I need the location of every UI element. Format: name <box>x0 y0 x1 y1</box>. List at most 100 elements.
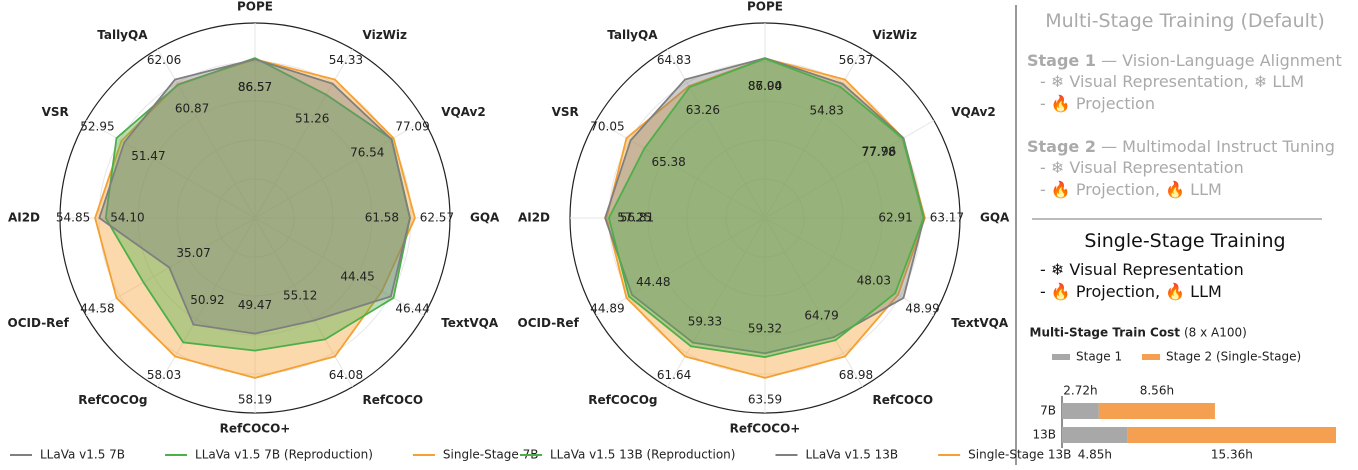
legend-label: LLaVa v1.5 7B <box>40 448 125 462</box>
value-label: 48.99 <box>905 301 939 315</box>
stage-item: - ❄ Visual Representation, ❄ LLM <box>1040 72 1305 91</box>
axis-label: POPE <box>747 0 783 14</box>
stage-name: Stage 2 <box>1027 137 1096 156</box>
axis-label: TextVQA <box>951 316 1009 330</box>
value-label: 54.33 <box>329 53 363 67</box>
bar <box>1127 427 1336 443</box>
axis-label: AI2D <box>518 211 550 225</box>
axis-label: RefCOCO <box>363 393 424 407</box>
radar-spoke <box>85 120 256 219</box>
value-label: 44.48 <box>636 275 670 289</box>
value-label: 70.05 <box>590 120 624 134</box>
value-label: 56.81 <box>620 211 654 225</box>
legend-swatch <box>1052 354 1070 360</box>
radar-spoke <box>764 217 935 316</box>
axis-label: VQAv2 <box>951 105 996 119</box>
radar-area <box>98 58 411 335</box>
value-label: 15.36h <box>1211 448 1253 462</box>
value-label: 51.26 <box>295 111 329 125</box>
chart-subtitle: (8 x A100) <box>1184 326 1247 340</box>
radar-spoke <box>85 217 256 316</box>
stage-desc: — Vision-Language Alignment <box>1101 51 1342 70</box>
radar-spoke <box>764 48 863 219</box>
value-label: 62.06 <box>147 53 181 67</box>
single-item: - 🔥 Projection, 🔥 LLM <box>1040 282 1222 301</box>
value-label: 86.94 <box>748 79 782 93</box>
axis-label: RefCOCO <box>873 393 934 407</box>
value-label: 76.54 <box>350 146 384 160</box>
value-label: 87.00 <box>748 79 782 93</box>
axis-label: POPE <box>237 0 273 14</box>
radar-area <box>94 58 416 379</box>
stage-item: - ❄ Visual Representation <box>1040 158 1244 177</box>
axis-label: VSR <box>552 105 579 119</box>
value-label: 54.83 <box>809 104 843 118</box>
value-label: 61.64 <box>657 368 691 382</box>
stage-item: - 🔥 Projection, 🔥 LLM <box>1040 180 1222 199</box>
value-label: 49.47 <box>238 298 272 312</box>
legend-label: Stage 1 <box>1076 350 1122 364</box>
axis-label: VizWiz <box>873 28 918 42</box>
value-label: 52.95 <box>80 120 114 134</box>
axis-label: TallyQA <box>607 28 658 42</box>
value-label: 77.78 <box>861 145 895 159</box>
value-label: 63.26 <box>686 103 720 117</box>
radar-spoke <box>764 120 935 219</box>
value-label: 54.10 <box>110 211 144 225</box>
radar-spoke <box>254 48 353 219</box>
radar-spoke <box>667 48 766 219</box>
value-label: 44.89 <box>590 301 624 315</box>
axis-label: GQA <box>980 211 1010 225</box>
stage-heading: Stage 2 — Multimodal Instruct Tuning <box>1027 137 1335 156</box>
value-label: 86.57 <box>238 80 272 94</box>
stage-heading: Stage 1 — Vision-Language Alignment <box>1027 51 1342 70</box>
bar <box>1062 427 1128 443</box>
axis-label: RefCOCO+ <box>730 422 801 436</box>
value-label: 77.96 <box>862 145 896 159</box>
value-label: 56.37 <box>839 53 873 67</box>
radar-area <box>607 57 925 359</box>
value-label: 58.03 <box>147 368 181 382</box>
radar-spoke <box>764 217 863 388</box>
radar-spoke <box>667 217 766 388</box>
single-title: Single-Stage Training <box>1084 230 1286 252</box>
value-label: 54.85 <box>56 211 90 225</box>
value-label: 51.47 <box>131 149 165 163</box>
bar <box>1062 403 1099 419</box>
legend-label: Single-Stage 7B <box>443 448 539 462</box>
chart-title: Multi-Stage Train Cost <box>1030 326 1181 340</box>
axis-label: GQA <box>470 211 500 225</box>
axis-label: TextVQA <box>441 316 499 330</box>
value-label: 64.08 <box>329 368 363 382</box>
stage-name: Stage 1 <box>1027 51 1096 70</box>
value-label: 48.03 <box>857 273 891 287</box>
value-label: 63.17 <box>930 211 964 225</box>
value-label: 58.19 <box>238 392 272 406</box>
radar-spoke <box>157 48 256 219</box>
stage-item: - 🔥 Projection <box>1040 94 1155 113</box>
axis-label: TallyQA <box>97 28 148 42</box>
value-label: 35.07 <box>176 246 210 260</box>
value-label: 64.83 <box>657 53 691 67</box>
single-item: - ❄ Visual Representation <box>1040 260 1244 279</box>
value-label: 8.56h <box>1140 384 1174 398</box>
axis-label: VSR <box>42 105 69 119</box>
axis-label: AI2D <box>8 211 40 225</box>
value-label: 59.33 <box>688 315 722 329</box>
value-label: 59.32 <box>748 322 782 336</box>
axis-label: OCID-Ref <box>518 316 580 330</box>
value-label: 4.85h <box>1078 448 1112 462</box>
value-label: 44.45 <box>340 270 374 284</box>
legend-swatch <box>1142 354 1160 360</box>
y-tick-label: 7B <box>1040 404 1056 418</box>
axis-label: RefCOCO+ <box>220 422 291 436</box>
value-label: 63.59 <box>748 392 782 406</box>
value-label: 44.58 <box>80 301 114 315</box>
stage-desc: — Multimodal Instruct Tuning <box>1101 137 1335 156</box>
axis-label: RefCOCOg <box>78 393 147 407</box>
legend-label: LLaVa v1.5 13B <box>805 448 898 462</box>
value-label: 50.92 <box>190 293 224 307</box>
axis-label: VizWiz <box>363 28 408 42</box>
axis-label: VQAv2 <box>441 105 486 119</box>
